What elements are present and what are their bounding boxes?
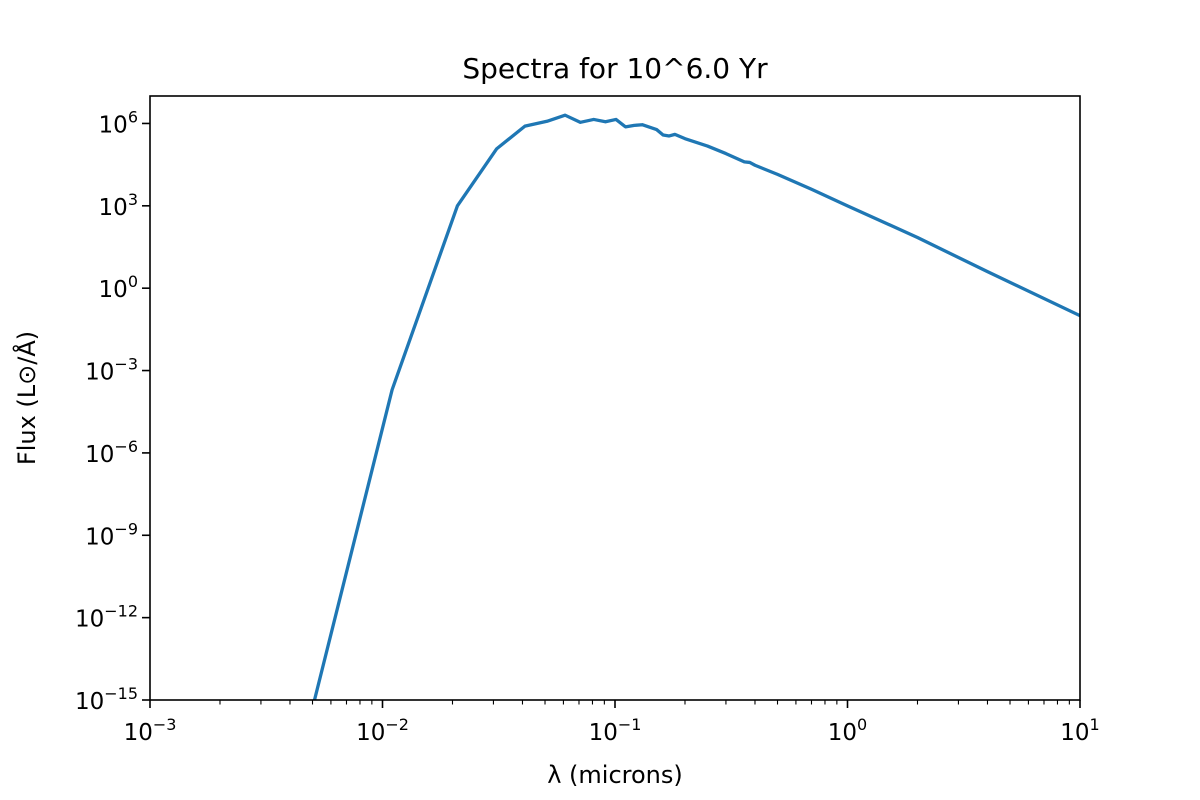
- x-tick-label-3: 100: [828, 715, 867, 746]
- y-tick-label-6: 103: [99, 190, 138, 221]
- y-axis: 10−15 10−12 10−9 10−6 10−3 100 103 106: [75, 107, 150, 715]
- x-tick-label-1: 10−2: [356, 715, 409, 746]
- y-tick-label-1: 10−12: [75, 602, 138, 633]
- y-tick-label-5: 100: [99, 272, 138, 303]
- chart-title: Spectra for 10^6.0 Yr: [462, 52, 768, 85]
- y-tick-label-7: 106: [99, 107, 138, 138]
- y-tick-label-4: 10−3: [85, 355, 138, 386]
- y-tick-label-0: 10−15: [75, 684, 138, 715]
- x-tick-label-4: 101: [1060, 715, 1099, 746]
- x-axis-label: λ (microns): [547, 761, 683, 789]
- y-axis-label: Flux (L⊙/Å): [12, 331, 41, 465]
- series-line-0: [312, 113, 1080, 700]
- x-tick-label-2: 10−1: [589, 715, 642, 746]
- x-tick-label-0: 10−3: [124, 715, 177, 746]
- axes-frame: [149, 95, 1081, 701]
- y-tick-label-2: 10−9: [85, 519, 138, 550]
- x-axis: 10−3 10−2 10−1 100 101: [124, 700, 1100, 746]
- y-tick-label-3: 10−6: [85, 437, 138, 468]
- plot-area: [312, 113, 1080, 700]
